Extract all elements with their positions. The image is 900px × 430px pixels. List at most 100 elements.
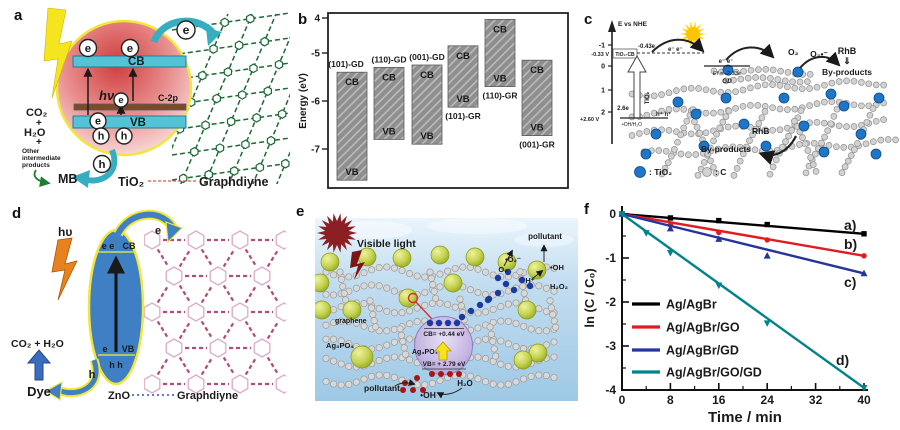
mesh-link [156, 284, 170, 304]
carbon-atom [704, 150, 712, 158]
carbon-atom [466, 286, 474, 294]
carbon-atom [812, 168, 820, 175]
carbon-atom [673, 87, 680, 94]
y-tick-label: 0 [609, 207, 616, 221]
mesh-hexagon [201, 120, 210, 131]
carbon-atom [838, 169, 846, 176]
bar-cb-label: CB [382, 72, 396, 83]
carbon-atom [337, 360, 345, 368]
carbon-atom [474, 324, 482, 332]
hole-letter: h [121, 131, 128, 143]
mesh-hexagon [144, 302, 161, 322]
carbon-atom [546, 297, 554, 305]
carbon-atom [747, 102, 754, 109]
bar-vb-label: VB [456, 94, 469, 105]
carbon-atom [542, 284, 550, 292]
carbon-atom [451, 303, 459, 311]
carbon-atom [732, 88, 739, 96]
mb-label: MB [58, 172, 77, 186]
carbon-atom [797, 107, 805, 114]
carbon-atom [547, 304, 555, 312]
mesh-link [178, 356, 192, 376]
carbon-atom [799, 134, 806, 141]
carbon-atom [758, 114, 766, 122]
facet-label: (110)-GR [483, 91, 518, 101]
carbon-atom [692, 151, 700, 158]
sun-icon [317, 213, 357, 253]
o2-label: O₂ [498, 265, 507, 274]
mesh-link [200, 356, 214, 376]
carbon-atom [550, 338, 558, 346]
tio2-sphere [798, 120, 810, 132]
carbon-atom [368, 281, 376, 289]
carbon-atom [791, 105, 799, 113]
carbon-atom [489, 380, 497, 388]
marker-b [861, 253, 867, 259]
plus-sign: + [36, 118, 42, 129]
carbon-atom [732, 122, 739, 130]
carbon-atom [835, 122, 843, 130]
carbon-atom [782, 138, 789, 145]
other-products-label: Other [22, 148, 40, 155]
carbon-atom [650, 109, 658, 117]
bar-cb-label: CB [345, 77, 359, 88]
mesh-link [156, 320, 170, 340]
carbon-atom [512, 299, 520, 307]
marker-a [764, 221, 770, 228]
carbon-atom [671, 146, 678, 153]
mesh-hexagon [144, 230, 161, 250]
carbon-atom [352, 319, 360, 327]
electron-letter: e [95, 116, 101, 128]
series-line-a [621, 212, 865, 235]
mesh-hexagon [226, 116, 236, 127]
carbon-atom [702, 109, 710, 117]
mesh-link [266, 320, 280, 340]
electron-dot [526, 282, 534, 290]
carbon-atom [858, 79, 865, 86]
axis-ticks: -1 0 1 2 [599, 43, 612, 117]
bar-vb-label: VB [382, 126, 395, 137]
cb-band-label: TiO₂-CB [615, 52, 635, 58]
carbon-atom [844, 157, 852, 165]
cb-potential: -0.33 V [591, 52, 609, 58]
carbon-atom [713, 130, 720, 138]
panel-label-f: f [584, 201, 590, 218]
carbon-atom [550, 353, 558, 361]
carbon-atom [710, 137, 717, 145]
carbon-atom [489, 337, 497, 346]
carbon-atom [828, 79, 836, 87]
carbon-atom [330, 319, 338, 327]
byproducts-top-label: By-products [822, 67, 872, 77]
arrowhead [206, 28, 222, 46]
hole-letter: h [98, 159, 105, 171]
carbon-atom [767, 74, 774, 82]
carbon-atom [722, 113, 730, 120]
carbon-atom [369, 310, 377, 318]
pollutant-bottom-label: pollutant [364, 383, 400, 393]
pollutant-top-label: pollutant [528, 232, 562, 241]
carbon-atom [752, 125, 760, 133]
carbon-atom [892, 136, 899, 144]
carbon-atom [436, 283, 444, 291]
carbon-atom [840, 144, 848, 151]
carbon-atom [761, 81, 769, 89]
bar-vb-label: VB [345, 167, 358, 178]
carbon-atom [406, 335, 414, 343]
tio2-sphere [873, 92, 885, 104]
vb-level-label: VB= + 2.79 eV [423, 361, 466, 368]
carbon-atom [810, 139, 818, 147]
hv-label: hν [99, 88, 115, 103]
panel-label-b: b [298, 11, 307, 28]
carbon-atom [747, 84, 754, 92]
carbon-atom [383, 263, 391, 271]
carbon-atom [677, 131, 684, 139]
carbon-atom [360, 322, 368, 330]
carbon-atom [337, 381, 345, 389]
tio2-sphere [818, 146, 830, 158]
carbon-atom [482, 378, 490, 386]
carbon-atom [542, 307, 550, 315]
carbon-atom [398, 267, 406, 275]
carbon-atom [712, 169, 720, 177]
arrowhead [44, 380, 63, 402]
